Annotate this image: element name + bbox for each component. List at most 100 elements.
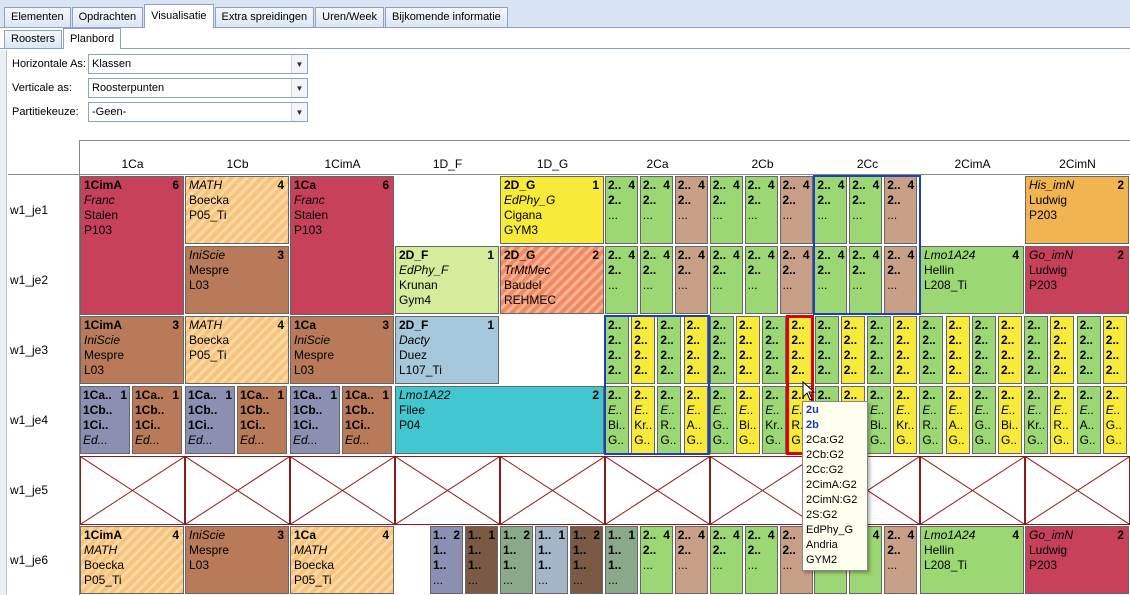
schedule-block[interactable]: 1Ca MATH Boecka P05_Ti 4 (290, 526, 394, 594)
chevron-down-icon[interactable]: ▼ (291, 55, 307, 73)
tab-extra-spreidingen[interactable]: Extra spreidingen (214, 7, 315, 27)
mini-block[interactable]: 2..E..A..G.. (945, 386, 970, 454)
mini-block[interactable]: 2..2..... 4 (814, 246, 848, 314)
mini-block[interactable]: 2..2..... 4 (709, 246, 743, 314)
schedule-block[interactable]: 1CimA Franc Stalen P103 6 (80, 176, 184, 315)
mini-block[interactable]: 2.. E.. Bi.. G.. (998, 386, 1022, 454)
mini-block[interactable]: 2..2..... 4 (639, 526, 673, 594)
mini-block[interactable]: 2..2..... 4 (605, 176, 638, 244)
mini-block[interactable]: 2.. 2.. 2.. 2.. (631, 316, 656, 384)
mini-block[interactable]: 1Ca.. 1Cb.. 1Ci.. Ed... 1 (132, 386, 182, 454)
column-header[interactable]: 2Cb (751, 157, 774, 171)
mini-block[interactable]: 2..2..... 4 (639, 246, 673, 314)
mini-block[interactable]: 2..2..... 4 (674, 246, 708, 314)
schedule-block[interactable]: 2D_G EdPhy_G Cigana GYM3 1 (500, 176, 604, 244)
column-header[interactable]: 1CimA (324, 157, 361, 171)
mini-block[interactable]: 1Ca.. 1Cb.. 1Ci.. Ed... 1 (342, 386, 392, 454)
mini-block[interactable]: 2..E..G..G.. (709, 386, 734, 454)
mini-block[interactable]: 2.. 2.. 2.. 2.. (919, 316, 944, 384)
mini-block[interactable]: 2.. 2.. 2.. 2.. (893, 316, 918, 384)
schedule-block[interactable]: IniScie Mespre L03 3 (185, 526, 289, 594)
subtab-roosters[interactable]: Roosters (4, 30, 63, 48)
mini-block[interactable]: 2..2..... 4 (744, 246, 778, 314)
mini-block[interactable]: 2..E..G..G.. (1102, 386, 1127, 454)
row-header[interactable]: w1_je5 (10, 483, 49, 497)
partition-select[interactable]: -Geen- ▼ (88, 102, 308, 122)
mini-block[interactable]: 2.. 2.. 2.. 2.. (971, 316, 996, 384)
schedule-block[interactable]: 1Ca Franc Stalen P103 6 (290, 176, 394, 315)
mini-block[interactable]: 2.. 2.. 2.. 2.. (814, 316, 839, 384)
mini-block[interactable]: 2..2..... 4 (744, 176, 778, 244)
vertical-axis-select[interactable]: Roosterpunten ▼ (88, 78, 308, 98)
mini-block[interactable]: 2.. E.. Bi.. G.. (605, 386, 629, 454)
mini-block[interactable]: 1Ca.. 1Cb.. 1Ci.. Ed... 1 (290, 386, 340, 454)
mini-block[interactable]: 2..2..... 4 (674, 176, 708, 244)
mini-block[interactable]: 2..E..A..G.. (683, 386, 708, 454)
mini-block[interactable]: 2..2..... 4 (744, 526, 778, 594)
tab-visualisatie[interactable]: Visualisatie (144, 4, 214, 28)
subtab-planbord[interactable]: Planbord (63, 28, 122, 49)
mini-block[interactable]: 2.. E.. Bi.. G.. (736, 386, 760, 454)
mini-block[interactable]: 1Ca.. 1Cb.. 1Ci.. Ed... 1 (237, 386, 287, 454)
column-header[interactable]: 2Cc (856, 157, 879, 171)
row-header[interactable]: w1_je6 (10, 553, 49, 567)
schedule-block[interactable]: 1Ca IniScie Mespre L03 3 (290, 316, 394, 384)
mini-block[interactable]: 1.. 1.. 1..... 1 (605, 526, 638, 594)
mini-block[interactable]: 2.. E.. R.. G.. (657, 386, 682, 454)
mini-block[interactable]: 1Ca.. 1Cb.. 1Ci.. Ed... 1 (185, 386, 235, 454)
mini-block[interactable]: 2.. E.. R.. G.. (919, 386, 944, 454)
mini-block[interactable]: 1.. 1.. 1..... 2 (500, 526, 533, 594)
mini-block[interactable]: 2.. 2.. 2.. 2.. (1024, 316, 1049, 384)
mini-block[interactable]: 2.. E.. Bi.. G.. (867, 386, 891, 454)
tab-elementen[interactable]: Elementen (4, 7, 71, 27)
chevron-down-icon[interactable]: ▼ (291, 79, 307, 97)
column-header[interactable]: 2Ca (646, 157, 669, 171)
tab-bijkomende-informatie[interactable]: Bijkomende informatie (384, 7, 508, 27)
mini-block[interactable]: 2.. E.. Kr.. G.. (893, 386, 918, 454)
schedule-block[interactable]: 2D_F Dacty Duez L107_Ti 1 (395, 316, 499, 384)
mini-block[interactable]: 2.. E.. R.. G.. (1050, 386, 1075, 454)
mini-block[interactable]: 1Ca.. 1Cb.. 1Ci.. Ed... 1 (80, 386, 130, 454)
schedule-block[interactable]: 2D_G TrMtMec Baudel REHMEC 2 (500, 246, 604, 314)
schedule-block[interactable]: MATH Boecka P05_Ti 4 (185, 316, 289, 384)
mini-block[interactable]: 1.. 1.. 1..... 1 (535, 526, 568, 594)
schedule-block[interactable]: MATH Boecka P05_Ti 4 (185, 176, 289, 244)
schedule-block[interactable]: Lmo1A24 Hellin L208_Ti 4 (920, 526, 1024, 594)
mini-block[interactable]: 2.. E.. Kr.. G.. (1024, 386, 1049, 454)
mini-block[interactable]: 2..2..... 4 (849, 176, 883, 244)
mini-block[interactable]: 2..2..... 4 (814, 176, 848, 244)
mini-block[interactable]: 2..2..... 4 (779, 176, 813, 244)
column-header[interactable]: 1D_F (432, 157, 463, 171)
mini-block[interactable]: 2.. 2.. 2.. 2.. (605, 316, 629, 384)
mini-block[interactable]: 2..2..... 4 (884, 246, 918, 314)
mini-block[interactable]: 2..2..... 4 (639, 176, 673, 244)
mini-block[interactable]: 2..2..... 4 (605, 246, 638, 314)
mini-block[interactable]: 2.. 2.. 2.. 2.. (945, 316, 970, 384)
column-header[interactable]: 1Cb (226, 157, 249, 171)
row-header[interactable]: w1_je3 (10, 343, 49, 357)
mini-block[interactable]: 2.. 2.. 2.. 2.. (1076, 316, 1101, 384)
mini-block[interactable]: 2..2..... 4 (709, 526, 743, 594)
column-header[interactable]: 1D_G (536, 157, 569, 171)
mini-block[interactable]: 2.. 2.. 2.. 2.. (867, 316, 891, 384)
mini-block[interactable]: 2..2..... 4 (849, 246, 883, 314)
mini-block[interactable]: 2.. 2.. 2.. 2.. (709, 316, 734, 384)
schedule-block[interactable]: Lmo1A24 Hellin L208_Ti 4 (920, 246, 1024, 314)
mini-block[interactable]: 2..E..A..G.. (1076, 386, 1101, 454)
mini-block[interactable]: 2.. 2.. 2.. 2.. (657, 316, 682, 384)
chevron-down-icon[interactable]: ▼ (291, 103, 307, 121)
mini-block[interactable]: 2.. 2.. 2.. 2.. (998, 316, 1022, 384)
mini-block[interactable]: 2.. 2.. 2.. 2.. (1050, 316, 1075, 384)
mini-block[interactable]: 2..E..G..G.. (971, 386, 996, 454)
schedule-block[interactable]: 1CimA IniScie Mespre L03 3 (80, 316, 184, 384)
mini-block[interactable]: 2.. 2.. 2.. 2.. (762, 316, 787, 384)
mini-block[interactable]: 1.. 1.. 1..... 2 (570, 526, 603, 594)
left-splitter[interactable] (0, 50, 7, 595)
mini-block[interactable]: 2..2..... 4 (884, 526, 918, 594)
mini-block[interactable]: 1.. 1.. 1..... 2 (430, 526, 463, 594)
mini-block[interactable]: 2.. 2.. 2.. 2.. (788, 316, 813, 384)
mini-block[interactable]: 2.. 2.. 2.. 2.. (840, 316, 865, 384)
schedule-block[interactable]: 1CimA MATH Boecka P05_Ti 4 (80, 526, 184, 594)
mini-block[interactable]: 2.. E.. Kr.. G.. (631, 386, 656, 454)
mini-block[interactable]: 2..2..... 4 (709, 176, 743, 244)
